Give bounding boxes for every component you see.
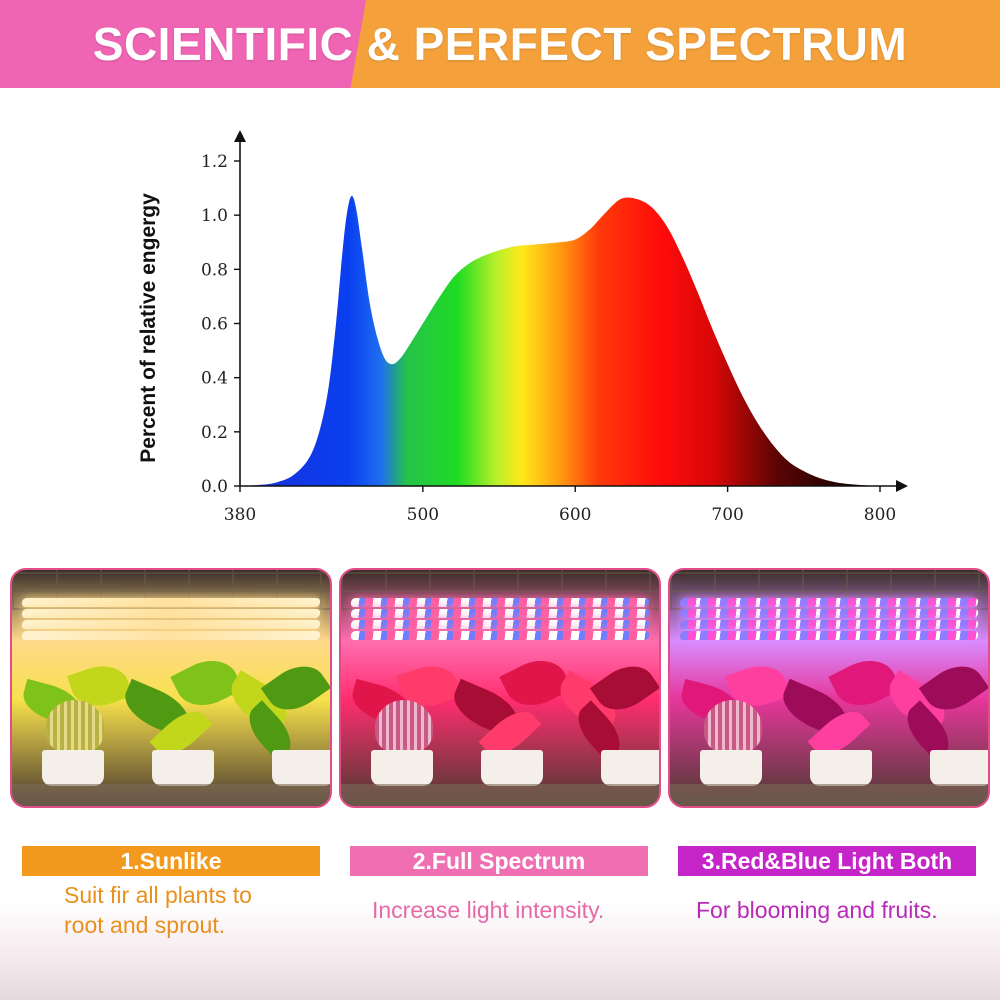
shelf <box>670 784 988 806</box>
mode-photo <box>10 568 332 808</box>
light-bar <box>350 609 650 618</box>
description-line: root and sprout. <box>64 912 226 938</box>
plant-pot <box>700 750 762 786</box>
mode-description-red-blue: For blooming and fruits. <box>696 895 938 925</box>
light-bar <box>350 631 650 640</box>
y-tick-label: 0.8 <box>201 260 228 280</box>
light-bar <box>21 609 321 618</box>
mode-photos <box>0 568 1000 808</box>
light-bar <box>21 631 321 640</box>
mode-label-full-spectrum: 2.Full Spectrum <box>350 846 648 876</box>
light-bar <box>679 631 979 640</box>
mode-description-full-spectrum: Increase light intensity. <box>372 895 604 925</box>
y-tick-label: 1.2 <box>201 152 228 172</box>
light-bar <box>21 620 321 629</box>
x-tick-label: 800 <box>864 505 896 525</box>
plant-pot <box>930 750 988 786</box>
cactus <box>704 700 762 754</box>
plant-pot <box>810 750 872 786</box>
x-tick-label: 700 <box>711 505 743 525</box>
grow-light-bars <box>21 598 321 650</box>
y-tick-label: 1.0 <box>201 206 228 226</box>
plant-pot <box>481 750 543 786</box>
y-axis-label: Percent of relative engergy <box>137 193 160 463</box>
mode-photo <box>668 568 990 808</box>
mode-description-sunlike: Suit fir all plants to root and sprout. <box>64 880 252 940</box>
x-tick-label: 600 <box>559 505 591 525</box>
light-bar <box>350 598 650 607</box>
light-bar <box>21 598 321 607</box>
light-bar <box>679 609 979 618</box>
y-tick-label: 0.4 <box>201 369 228 389</box>
plant-pot <box>152 750 214 786</box>
x-tick-label: 380 <box>224 505 256 525</box>
description-line: Increase light intensity. <box>372 897 605 923</box>
light-bar <box>350 620 650 629</box>
plant-pot <box>42 750 104 786</box>
y-tick-label: 0.2 <box>201 423 228 443</box>
light-bar <box>679 598 979 607</box>
spectrum-area <box>240 195 880 486</box>
plant-pot <box>371 750 433 786</box>
plant-pot <box>272 750 330 786</box>
shelf <box>341 784 659 806</box>
mode-label-sunlike: 1.Sunlike <box>22 846 320 876</box>
plants <box>670 649 988 786</box>
cactus <box>46 700 104 754</box>
spectrum-chart: 0.0 0.2 0.4 0.6 0.8 1.0 1.2 380 500 600 700 800 Per… <box>137 130 908 525</box>
x-tick-label: 500 <box>407 505 439 525</box>
y-axis-arrow <box>234 130 246 142</box>
mode-photo <box>339 568 661 808</box>
x-axis-arrow <box>896 480 908 492</box>
plants <box>12 649 330 786</box>
banner-title: SCIENTIFIC & PERFECT SPECTRUM <box>92 18 908 70</box>
banner: SCIENTIFIC & PERFECT SPECTRUM <box>0 0 1000 88</box>
y-tick-label: 0.0 <box>201 477 228 497</box>
bottom-decoration <box>0 900 1000 1000</box>
mode-label-red-blue: 3.Red&Blue Light Both <box>678 846 976 876</box>
y-tick-label: 0.6 <box>201 315 228 335</box>
grow-light-bars <box>350 598 650 650</box>
shelf <box>12 784 330 806</box>
plants <box>341 649 659 786</box>
cactus <box>375 700 433 754</box>
grow-light-bars <box>679 598 979 650</box>
description-line: Suit fir all plants to <box>64 882 252 908</box>
light-bar <box>679 620 979 629</box>
description-line: For blooming and fruits. <box>696 897 938 923</box>
plant-pot <box>601 750 659 786</box>
